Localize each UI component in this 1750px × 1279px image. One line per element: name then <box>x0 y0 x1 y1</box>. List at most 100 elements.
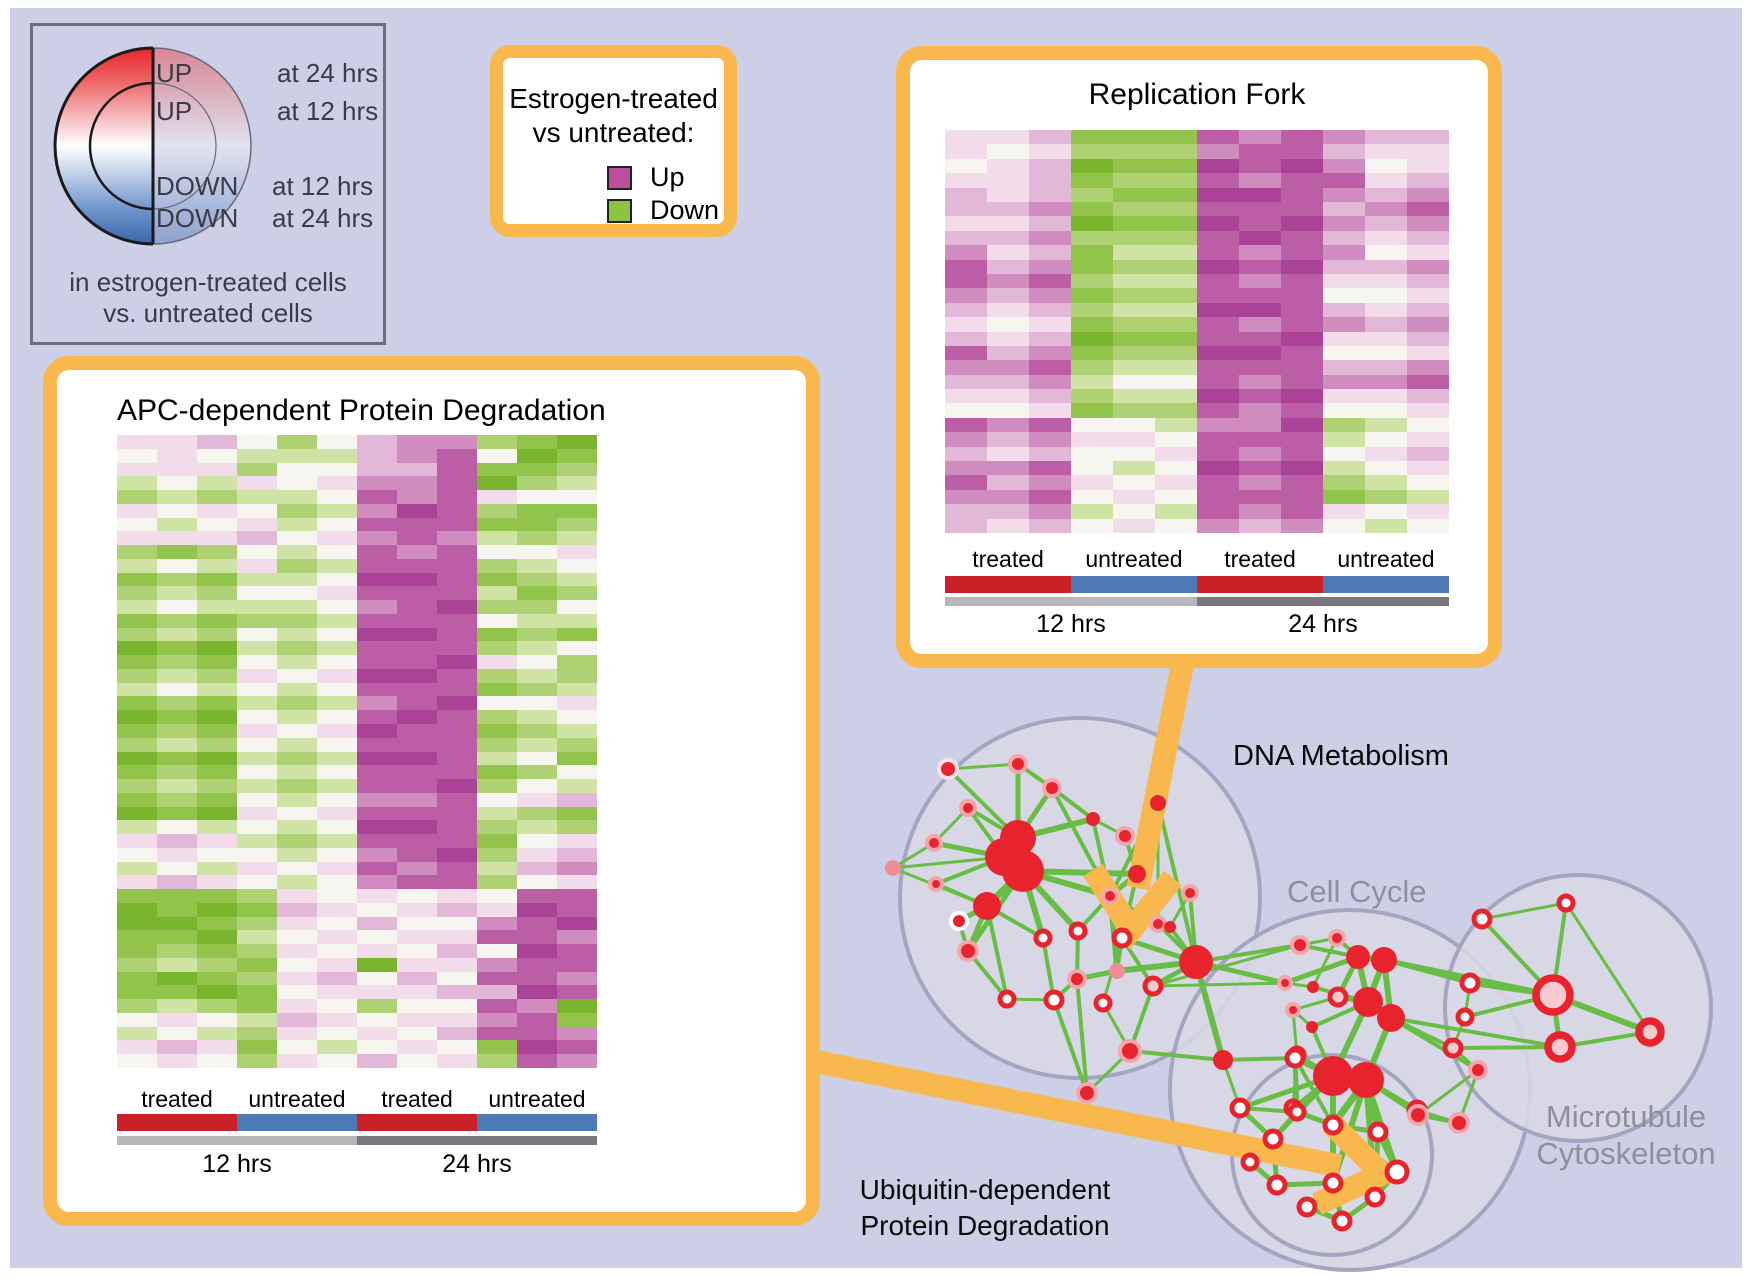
heatmap-cell <box>117 985 157 1000</box>
heatmap-cell <box>357 1040 397 1055</box>
heatmap-cell <box>1407 317 1449 332</box>
network-edge <box>1129 1049 1224 1062</box>
heatmap-cell <box>517 971 557 986</box>
heatmap-cell <box>1113 461 1155 476</box>
heatmap-cell <box>1197 302 1239 318</box>
heatmap-cell <box>945 187 987 202</box>
network-node <box>1229 1097 1251 1119</box>
heatmap-cell <box>987 389 1029 404</box>
heatmap-cell <box>1197 288 1239 303</box>
heatmap-cell <box>945 245 987 260</box>
heatmap-cell <box>987 158 1029 174</box>
time-bar-segment <box>117 1136 357 1145</box>
heatmap-cell <box>1407 173 1449 188</box>
heatmap-cell <box>1407 144 1449 159</box>
heatmap-cell <box>987 461 1029 476</box>
heatmap-cell <box>1071 461 1113 476</box>
heatmap-cell <box>1113 345 1155 361</box>
updown-legend-title-2: vs untreated: <box>532 117 695 148</box>
heatmap-cell <box>197 641 237 656</box>
heatmap-cell <box>117 971 157 986</box>
heatmap-cell <box>1323 216 1365 231</box>
heatmap-cell <box>1281 360 1323 375</box>
heatmap-cell <box>157 806 197 821</box>
network-node <box>1101 887 1119 905</box>
condition-bar-segment <box>477 1114 597 1131</box>
heatmap-cell <box>237 435 277 449</box>
up-label: Up <box>650 162 685 192</box>
apc-time-labels: 12 hrs 24 hrs <box>117 1150 597 1179</box>
heatmap-cell <box>557 696 597 711</box>
heatmap-cell <box>1365 345 1407 361</box>
heatmap-cell <box>1239 201 1281 217</box>
heatmap-cell <box>987 288 1029 303</box>
heatmap-cell <box>477 710 517 724</box>
heatmap-cell <box>1029 317 1071 332</box>
heatmap-cell <box>1365 432 1407 447</box>
heatmap-cell <box>157 462 197 477</box>
heatmap-cell <box>357 655 397 669</box>
heatmap-cell <box>357 889 397 903</box>
heatmap-cell <box>197 834 237 848</box>
heatmap-cell <box>1155 489 1197 505</box>
heatmap-cell <box>517 572 557 587</box>
heatmap-cell <box>1239 518 1281 533</box>
heatmap-cell <box>277 902 317 917</box>
heatmap-cell <box>945 446 987 462</box>
network-node <box>1290 935 1310 955</box>
heatmap-cell <box>197 957 237 972</box>
heatmap-cell <box>1113 504 1155 519</box>
down-color-swatch <box>607 199 632 223</box>
heatmap-cell <box>557 1054 597 1068</box>
heatmap-cell <box>517 999 557 1013</box>
network-edge <box>1152 943 1301 988</box>
network-node <box>1213 1050 1233 1070</box>
heatmap-cell <box>1407 230 1449 246</box>
heatmap-cell <box>1239 158 1281 174</box>
heatmap-cell <box>357 668 397 683</box>
heatmap-cell <box>317 641 357 656</box>
heatmap-cell <box>157 1026 197 1041</box>
heatmap-cell <box>517 641 557 656</box>
heatmap-cell <box>557 448 597 463</box>
heatmap-cell <box>277 696 317 711</box>
heatmap-cell <box>277 779 317 793</box>
heatmap-cell <box>157 847 197 862</box>
heatmap-cell <box>397 476 437 491</box>
heatmap-cell <box>197 476 237 491</box>
network-edge <box>1481 901 1567 921</box>
heatmap-cell <box>357 586 397 601</box>
heatmap-cell <box>397 930 437 945</box>
heatmap-cell <box>1323 518 1365 533</box>
heatmap-cell <box>1071 360 1113 375</box>
heatmap-cell <box>317 531 357 546</box>
heatmap-cell <box>945 158 987 174</box>
heatmap-cell <box>1155 331 1197 346</box>
time-bar-segment <box>357 1136 597 1145</box>
heatmap-cell <box>277 1012 317 1027</box>
heatmap-cell <box>987 144 1029 159</box>
heatmap-cell <box>237 696 277 711</box>
heatmap-cell <box>317 834 357 848</box>
heatmap-cell <box>117 875 157 890</box>
ubiquitin-label-line2: Protein Degradation <box>860 1210 1110 1241</box>
heatmap-cell <box>945 201 987 217</box>
heatmap-cell <box>157 545 197 559</box>
heatmap-cell <box>237 682 277 697</box>
heatmap-cell <box>517 1012 557 1027</box>
heatmap-cell <box>557 586 597 601</box>
heatmap-cell <box>1113 317 1155 332</box>
heatmap-cell <box>317 792 357 807</box>
heatmap-cell <box>1365 475 1407 490</box>
heatmap-cell <box>517 531 557 546</box>
heatmap-cell <box>197 627 237 642</box>
heatmap-cell <box>397 682 437 697</box>
heatmap-cell <box>397 641 437 656</box>
heatmap-cell <box>1113 417 1155 433</box>
heatmap-cell <box>437 586 477 601</box>
heatmap-cell <box>317 696 357 711</box>
heatmap-cell <box>557 999 597 1013</box>
network-node <box>1076 1082 1098 1104</box>
heatmap-cell <box>117 916 157 931</box>
heatmap-cell <box>1155 158 1197 174</box>
